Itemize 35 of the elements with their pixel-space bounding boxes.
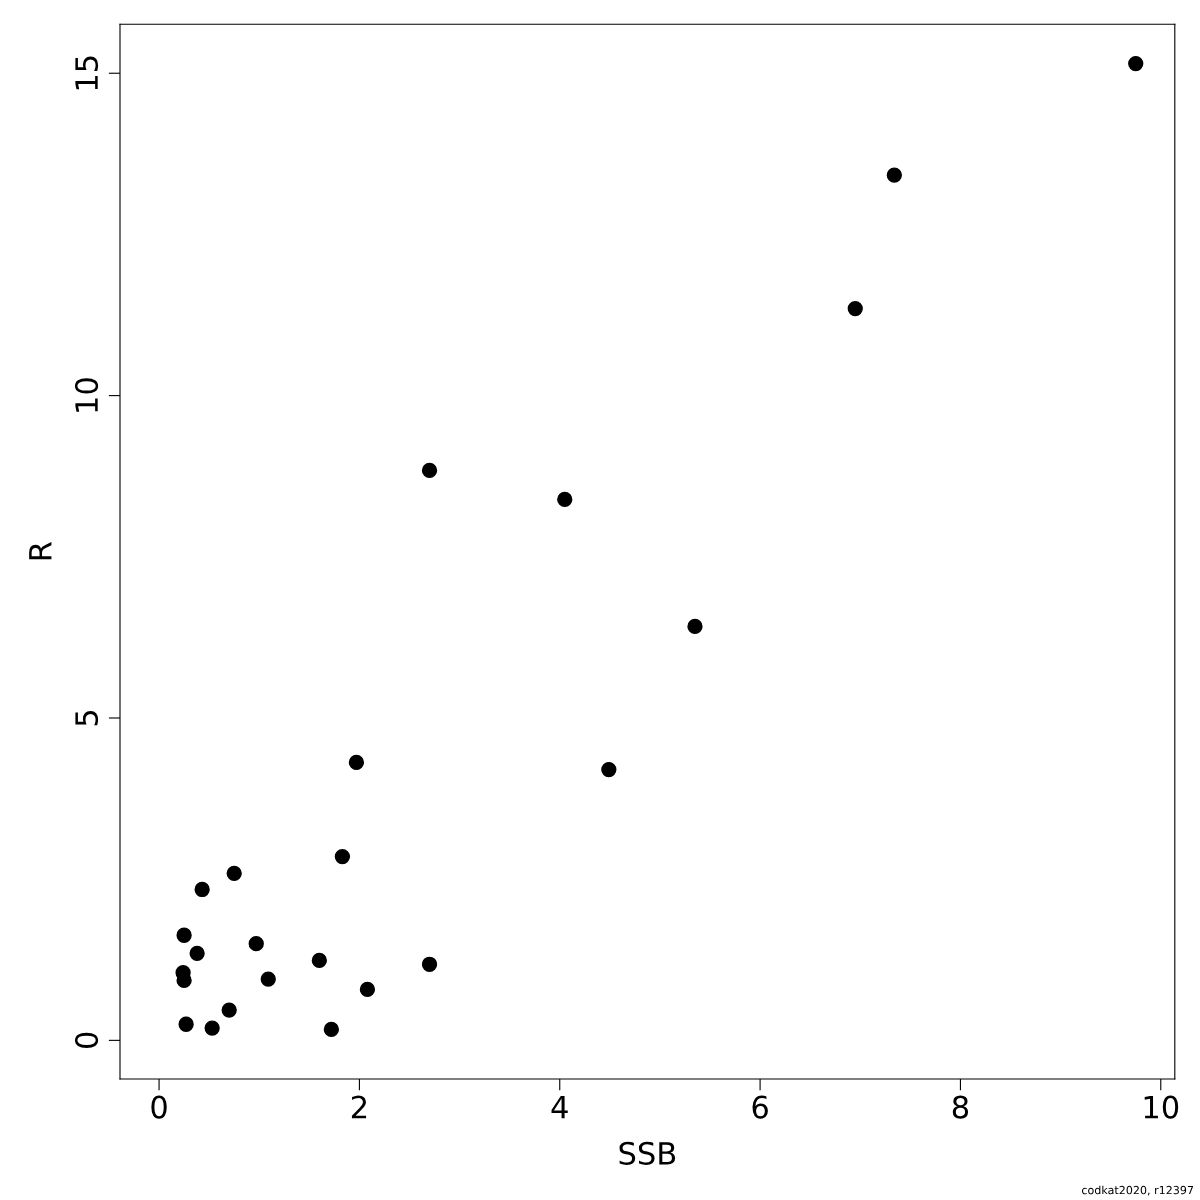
- point: [226, 865, 242, 882]
- y-tick-label: 0: [75, 1032, 99, 1049]
- point: [421, 956, 438, 972]
- point: [1128, 55, 1144, 72]
- text: codkat2020, r12397: [1081, 1185, 1194, 1196]
- x-axis-title: SSB: [619, 1141, 676, 1165]
- point: [260, 971, 276, 987]
- y-tick-label: 10: [75, 378, 99, 412]
- point: [311, 952, 327, 969]
- point: [348, 754, 365, 771]
- point: [323, 1021, 340, 1038]
- point: [557, 491, 573, 508]
- point: [421, 462, 438, 479]
- point: [847, 300, 863, 317]
- x-tick-label: 0: [151, 1095, 167, 1119]
- point: [221, 1002, 237, 1018]
- y-axis-title: R: [29, 541, 52, 560]
- point: [194, 881, 210, 898]
- point: [359, 981, 376, 998]
- x-tick-label: 8: [952, 1095, 969, 1119]
- y-tick-label: 5: [75, 710, 99, 726]
- point: [178, 1016, 194, 1032]
- point: [601, 761, 617, 778]
- y-tick-label: 15: [75, 56, 99, 90]
- x-tick-label: 10: [1144, 1095, 1179, 1119]
- x-tick-label: 6: [752, 1095, 768, 1119]
- point: [176, 927, 192, 943]
- point: [248, 936, 264, 952]
- x-tick-label: 4: [551, 1095, 568, 1119]
- point: [687, 618, 703, 635]
- point: [204, 1020, 220, 1036]
- x-tick-label: 2: [351, 1095, 367, 1119]
- point: [334, 848, 351, 865]
- point: [886, 167, 902, 183]
- point: [189, 945, 205, 961]
